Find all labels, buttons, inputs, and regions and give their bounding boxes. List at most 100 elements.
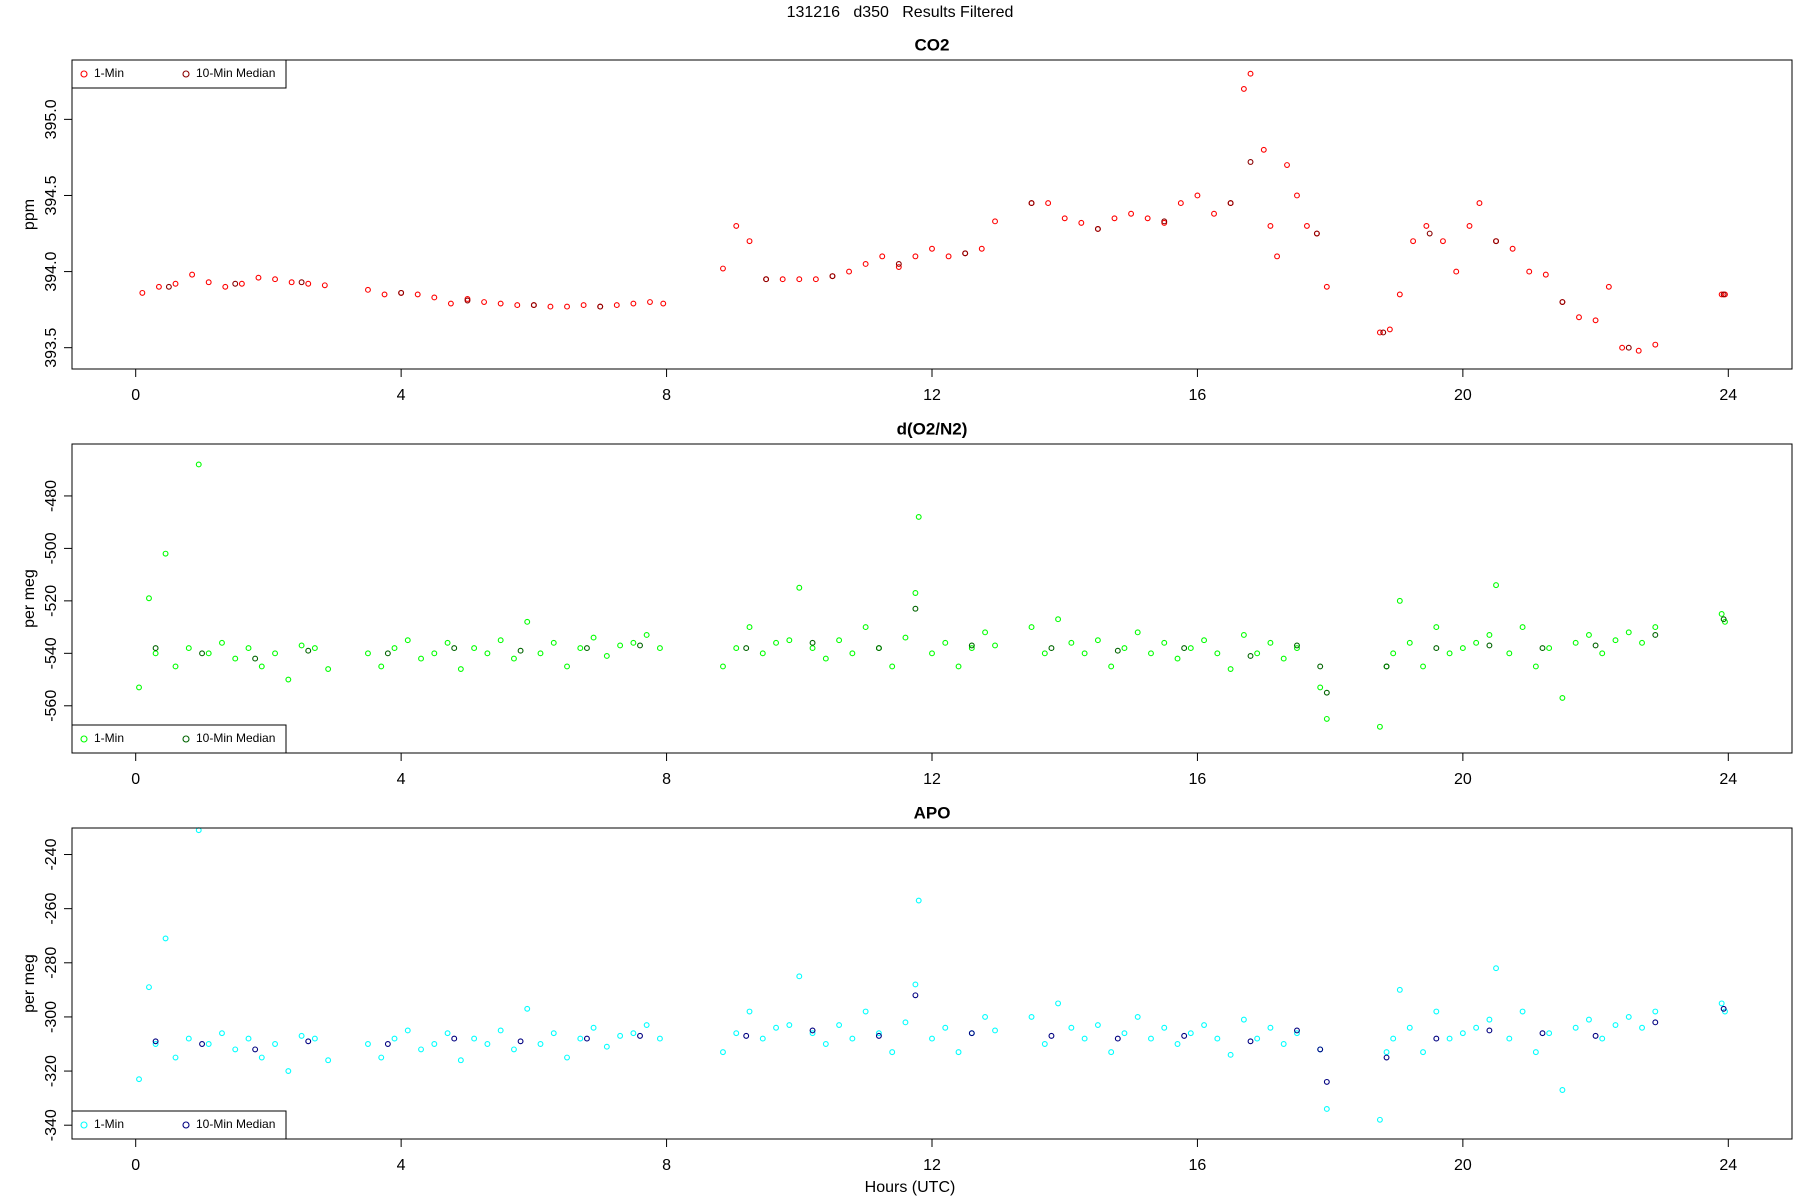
- point: [1599, 1035, 1606, 1042]
- point: [1294, 645, 1300, 652]
- point: [471, 1035, 478, 1042]
- y-tick-label: -520: [43, 585, 60, 617]
- plot-area: [136, 827, 1728, 1123]
- point: [497, 637, 504, 644]
- legend-box: [71, 1110, 287, 1140]
- point: [743, 645, 750, 652]
- point: [1576, 314, 1582, 321]
- point: [1280, 1041, 1287, 1047]
- point: [1260, 146, 1267, 153]
- point: [222, 283, 229, 290]
- legend-label: 1-Min: [94, 1117, 124, 1131]
- point: [1323, 1106, 1330, 1112]
- point: [796, 973, 803, 980]
- point: [1240, 632, 1247, 638]
- point: [1592, 317, 1599, 324]
- point: [1240, 1016, 1247, 1023]
- x-tick-label: 16: [1189, 771, 1207, 788]
- point: [1267, 639, 1274, 646]
- point: [1187, 1030, 1194, 1037]
- point: [1519, 1008, 1526, 1015]
- point: [1446, 650, 1453, 657]
- point: [1048, 1032, 1055, 1039]
- legend-marker: [80, 735, 88, 743]
- point: [1396, 597, 1403, 604]
- point: [205, 1041, 212, 1047]
- point: [1592, 642, 1599, 649]
- point: [1323, 715, 1330, 722]
- point: [929, 1035, 935, 1042]
- x-tick-label: 20: [1454, 387, 1472, 404]
- point: [1473, 639, 1480, 646]
- point: [152, 1038, 159, 1045]
- point: [746, 238, 753, 245]
- y-tick-label: -300: [43, 1001, 60, 1033]
- point: [1526, 268, 1533, 275]
- point: [185, 1035, 192, 1042]
- point: [272, 650, 279, 657]
- point: [809, 1027, 816, 1034]
- point: [1078, 219, 1085, 226]
- legend-label: 10-Min Median: [196, 66, 275, 80]
- plot-frame: [71, 59, 1793, 370]
- point: [786, 637, 793, 644]
- point: [1383, 1054, 1390, 1061]
- point: [875, 645, 882, 652]
- point: [580, 302, 587, 309]
- point: [1720, 1005, 1727, 1012]
- point: [945, 253, 952, 260]
- point: [1386, 326, 1393, 333]
- point: [1317, 1046, 1324, 1053]
- point: [1028, 200, 1035, 207]
- point: [1240, 85, 1247, 92]
- x-tick-label: 24: [1719, 1157, 1737, 1174]
- x-tick-label: 12: [923, 1157, 941, 1174]
- point: [992, 1027, 998, 1034]
- x-tick-label: 4: [397, 387, 406, 404]
- x-axis-label: Hours (UTC): [865, 1179, 956, 1196]
- point: [902, 634, 909, 641]
- point: [1094, 637, 1101, 644]
- point: [617, 642, 624, 649]
- point: [1473, 1024, 1480, 1031]
- point: [1390, 650, 1397, 657]
- point: [992, 218, 998, 225]
- plot-area: [139, 70, 1728, 354]
- point: [1041, 650, 1048, 657]
- point: [325, 1057, 332, 1064]
- point: [1396, 986, 1403, 993]
- point: [1426, 230, 1433, 237]
- point: [1161, 218, 1168, 225]
- legend-marker: [182, 735, 190, 743]
- point: [1227, 1051, 1234, 1058]
- point: [1572, 639, 1579, 646]
- point: [1446, 1035, 1453, 1042]
- point: [1383, 1049, 1390, 1056]
- point: [404, 637, 411, 644]
- point: [1376, 723, 1383, 730]
- point: [384, 650, 391, 657]
- point: [1055, 1000, 1062, 1007]
- point: [656, 645, 663, 652]
- point: [1652, 1019, 1659, 1026]
- point: [232, 655, 239, 662]
- point: [139, 289, 146, 296]
- point: [414, 291, 421, 298]
- point: [517, 647, 524, 654]
- point: [152, 645, 159, 652]
- point: [733, 1030, 740, 1037]
- point: [809, 1030, 816, 1037]
- point: [862, 261, 869, 267]
- point: [1652, 624, 1659, 631]
- point: [1055, 616, 1062, 623]
- point: [365, 286, 371, 293]
- point: [152, 1041, 159, 1047]
- point: [1639, 1024, 1645, 1031]
- point: [978, 245, 985, 252]
- point: [796, 584, 803, 591]
- point: [1094, 1022, 1101, 1028]
- point: [1254, 650, 1261, 657]
- x-tick-label: 16: [1189, 387, 1207, 404]
- point: [660, 300, 667, 307]
- point: [162, 550, 169, 557]
